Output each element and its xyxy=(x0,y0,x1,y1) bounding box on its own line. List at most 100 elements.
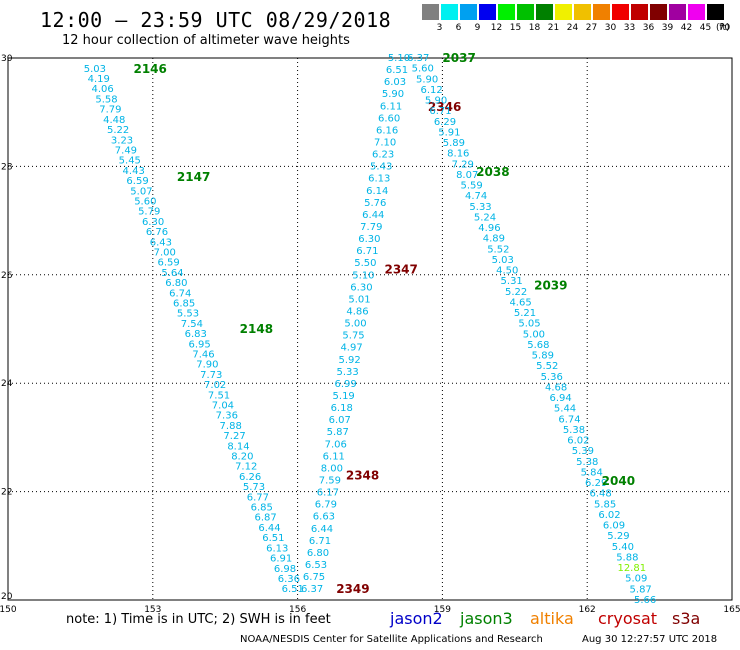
wave-height-value: 6.60 xyxy=(378,113,400,124)
wave-height-value: 4.65 xyxy=(509,297,531,308)
legend-label: 70 xyxy=(718,23,731,33)
wave-height-value: 7.73 xyxy=(200,370,222,381)
wave-height-value: 6.16 xyxy=(376,125,398,136)
legend-label: 15 xyxy=(509,23,522,33)
wave-height-value: 5.75 xyxy=(342,331,364,342)
wave-height-value: 5.05 xyxy=(518,319,540,330)
wave-height-value: 5.00 xyxy=(523,329,545,340)
wave-height-value: 5.43 xyxy=(370,162,392,173)
lon-tick-label: 153 xyxy=(144,605,161,615)
wave-height-value: 5.91 xyxy=(438,127,460,138)
wave-height-value: 6.75 xyxy=(303,572,325,583)
wave-height-value: 12.81 xyxy=(617,563,646,574)
wave-height-value: 5.89 xyxy=(532,351,554,362)
wave-height-value: 8.16 xyxy=(447,149,469,160)
legend-swatch xyxy=(498,4,515,20)
wave-height-value: 4.86 xyxy=(346,307,368,318)
wave-height-value: 6.30 xyxy=(350,282,372,293)
wave-height-value: 5.10 xyxy=(352,270,374,281)
wave-height-value: 5.07 xyxy=(130,186,152,197)
legend-swatch xyxy=(707,4,724,20)
wave-height-value: 5.60 xyxy=(412,64,434,75)
wave-height-value: 6.51 xyxy=(282,584,304,595)
wave-height-value: 8.00 xyxy=(321,463,343,474)
wave-height-value: 5.64 xyxy=(161,268,183,279)
wave-height-value: 8.20 xyxy=(231,452,253,463)
wave-height-value: 6.80 xyxy=(307,548,329,559)
wave-height-value: 6.09 xyxy=(603,521,625,532)
time-label: 2148 xyxy=(240,322,273,336)
wave-height-value: 6.44 xyxy=(362,210,384,221)
wave-height-value: 7.90 xyxy=(196,360,218,371)
wave-height-value: 5.33 xyxy=(336,367,358,378)
wave-height-value: 6.59 xyxy=(157,258,179,269)
wave-height-value: 6.11 xyxy=(323,451,345,462)
wave-height-value: 7.49 xyxy=(115,145,137,156)
wave-height-value: 5.10 xyxy=(388,53,410,64)
wave-height-value: 7.79 xyxy=(360,222,382,233)
wave-height-value: 5.50 xyxy=(354,258,376,269)
wave-height-value: 5.38 xyxy=(576,457,598,468)
legend-label: 33 xyxy=(623,23,636,33)
wave-height-value: 5.22 xyxy=(107,125,129,136)
wave-height-value: 6.79 xyxy=(315,500,337,511)
wave-height-value: 5.45 xyxy=(119,156,141,167)
lon-tick-label: 159 xyxy=(434,605,451,615)
wave-height-value: 5.21 xyxy=(514,308,536,319)
wave-height-value: 5.19 xyxy=(333,391,355,402)
satellite-label-s3a: s3a xyxy=(672,609,701,628)
wave-height-value: 5.87 xyxy=(327,427,349,438)
legend-swatch xyxy=(479,4,496,20)
wave-height-value: 6.29 xyxy=(585,478,607,489)
legend-swatch xyxy=(517,4,534,20)
wave-height-value: 5.33 xyxy=(469,202,491,213)
wave-height-value: 4.19 xyxy=(88,74,110,85)
legend-swatch xyxy=(460,4,477,20)
wave-height-value: 6.77 xyxy=(247,492,269,503)
wave-height-value: 5.90 xyxy=(382,89,404,100)
lat-tick-label: 26 xyxy=(1,271,13,281)
wave-height-value: 6.83 xyxy=(185,329,207,340)
wave-height-value: 5.73 xyxy=(243,482,265,493)
wave-height-value: 5.90 xyxy=(416,74,438,85)
time-label: 2348 xyxy=(346,468,379,482)
wave-height-value: 4.48 xyxy=(103,115,125,126)
legend-label: 6 xyxy=(455,23,462,33)
legend-swatch xyxy=(669,4,686,20)
satellite-label-cryosat: cryosat xyxy=(598,609,658,628)
wave-height-value: 6.71 xyxy=(309,536,331,547)
wave-height-value: 6.51 xyxy=(262,533,284,544)
wave-height-value: 4.97 xyxy=(340,343,362,354)
wave-height-value: 6.74 xyxy=(169,288,191,299)
wave-height-value: 5.92 xyxy=(338,355,360,366)
wave-height-value: 7.27 xyxy=(223,431,245,442)
credit-line: NOAA/NESDIS Center for Satellite Applica… xyxy=(240,634,543,645)
wave-height-value: 6.87 xyxy=(254,513,276,524)
wave-height-value: 4.43 xyxy=(123,166,145,177)
lat-tick-label: 22 xyxy=(1,488,12,498)
wave-height-value: 6.17 xyxy=(317,488,339,499)
wave-height-value: 6.03 xyxy=(384,77,406,88)
wave-height-value: 6.30 xyxy=(142,217,164,228)
wave-height-value: 6.59 xyxy=(126,176,148,187)
legend-swatch xyxy=(441,4,458,20)
lat-tick-label: 30 xyxy=(1,54,13,64)
wave-height-value: 8.14 xyxy=(227,441,249,452)
wave-height-value: 5.90 xyxy=(425,96,447,107)
wave-height-value: 5.84 xyxy=(581,467,603,478)
wave-height-value: 5.88 xyxy=(616,552,638,563)
satellite-label-jason3: jason3 xyxy=(460,609,513,628)
wave-height-value: 5.44 xyxy=(554,404,576,415)
time-label: 2038 xyxy=(476,165,509,179)
wave-height-value: 5.60 xyxy=(134,196,156,207)
wave-height-value: 6.12 xyxy=(420,85,442,96)
wave-height-value: 4.50 xyxy=(496,266,518,277)
wave-height-value: 6.14 xyxy=(366,186,388,197)
wave-height-value: 5.39 xyxy=(572,446,594,457)
wave-height-value: 7.00 xyxy=(154,247,176,258)
time-label: 2347 xyxy=(384,262,417,276)
wave-height-value: 5.76 xyxy=(364,198,386,209)
time-label: 2037 xyxy=(442,51,475,65)
time-label: 2349 xyxy=(336,582,369,596)
